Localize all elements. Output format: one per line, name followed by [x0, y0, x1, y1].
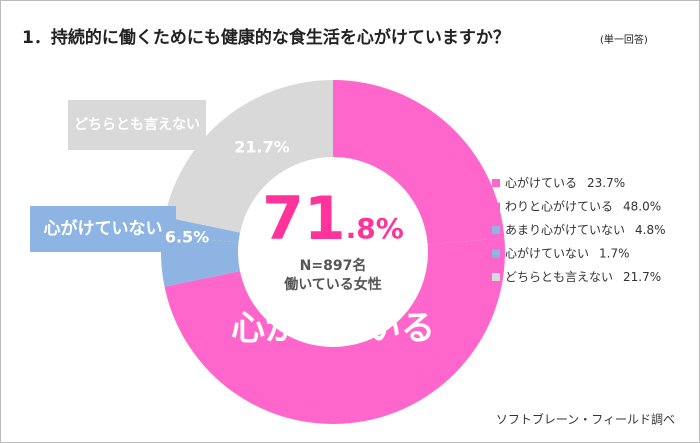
center-big: 71	[262, 184, 346, 254]
segment-label: 21.7%	[234, 138, 290, 157]
donut-segment	[160, 234, 240, 287]
legend-category: 心がけている	[505, 175, 577, 190]
chart-title: 1．持続的に働くためにも健康的な食生活を心がけていますか？	[22, 27, 510, 48]
center-population: 働いている女性	[283, 276, 382, 293]
legend-value: 48.0%	[623, 199, 661, 213]
legend-label: わりと心がけている 48.0%	[505, 198, 661, 213]
center-small: .8%	[346, 212, 404, 245]
legend-category: どちらとも言えない	[505, 270, 613, 284]
legend-swatch	[492, 273, 500, 281]
group-box	[68, 100, 206, 150]
legend-value: 23.7%	[587, 176, 625, 190]
legend-swatch	[492, 249, 500, 258]
legend-swatch	[492, 226, 500, 234]
donut-segment	[161, 216, 241, 243]
segment-label: 6.5%	[165, 228, 209, 247]
donut-segment	[333, 80, 505, 245]
group-label: 心がけている	[231, 309, 435, 349]
legend-value: 21.7%	[623, 270, 661, 284]
donut-segment	[164, 80, 333, 233]
chart-subtitle: (単一回答)	[600, 33, 648, 46]
legend-label: 心がけていない 1.7%	[505, 245, 630, 260]
group-label: どちらとも言えない	[74, 116, 200, 133]
legend-swatch	[492, 202, 500, 211]
legend-value: 1.7%	[599, 246, 630, 260]
legend-value: 4.8%	[635, 223, 666, 237]
source: ソフトブレーン・フィールド調べ	[496, 412, 675, 427]
legend-label: 心がけている 23.7%	[505, 175, 625, 190]
legend-category: 心がけていない	[505, 245, 589, 260]
legend-label: どちらとも言えない 21.7%	[505, 270, 661, 284]
group-label: 心がけていない	[44, 218, 163, 239]
center-value: 71.8%	[262, 184, 404, 254]
legend-swatch	[492, 179, 500, 187]
legend-category: わりと心がけている	[505, 198, 613, 213]
legend-label: あまり心がけていない 4.8%	[505, 222, 666, 237]
legend-category: あまり心がけていない	[505, 222, 625, 237]
group-box	[30, 206, 176, 252]
center-sample: N=897名	[300, 257, 367, 274]
donut-segment	[164, 238, 505, 424]
